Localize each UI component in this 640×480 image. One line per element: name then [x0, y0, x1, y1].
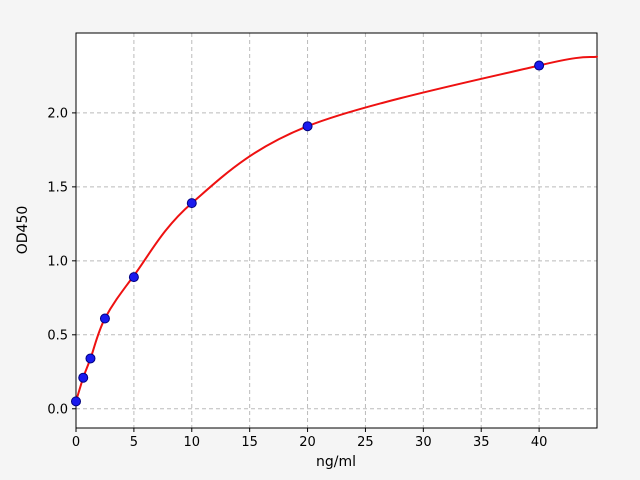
data-point	[302, 121, 313, 132]
y-tick-label: 1.0	[47, 254, 68, 269]
data-point	[128, 272, 139, 283]
data-point	[85, 353, 96, 364]
grid-lines	[75, 33, 597, 428]
y-axis-label: OD450	[15, 206, 31, 255]
data-point	[99, 313, 110, 324]
x-tick-label: 35	[473, 435, 490, 450]
x-tick-label: 10	[184, 435, 201, 450]
y-tick-label: 2.0	[47, 106, 68, 121]
y-tick-label: 1.5	[47, 180, 68, 195]
data-point	[71, 396, 81, 407]
x-tick-label: 15	[241, 435, 258, 450]
x-axis-ticks: 0 5 10 15 20 25 30 35 40	[72, 428, 548, 450]
plot-border	[75, 32, 598, 429]
x-tick-label: 30	[415, 435, 432, 450]
plot-area	[76, 33, 597, 428]
x-tick-label: 40	[531, 435, 548, 450]
x-tick-label: 20	[299, 435, 316, 450]
y-tick-label: 0.5	[47, 328, 68, 343]
y-tick-label: 0.0	[47, 402, 68, 417]
x-tick-label: 0	[72, 435, 80, 450]
y-axis-ticks: 0.0 0.5 1.0 1.5 2.0	[47, 106, 76, 417]
data-points	[71, 60, 545, 407]
fit-curve	[75, 55, 598, 403]
data-point	[186, 198, 197, 209]
data-point	[534, 60, 545, 71]
data-point	[78, 372, 89, 383]
x-axis-label: ng/ml	[316, 454, 356, 470]
x-tick-label: 25	[357, 435, 374, 450]
x-tick-label: 5	[130, 435, 138, 450]
